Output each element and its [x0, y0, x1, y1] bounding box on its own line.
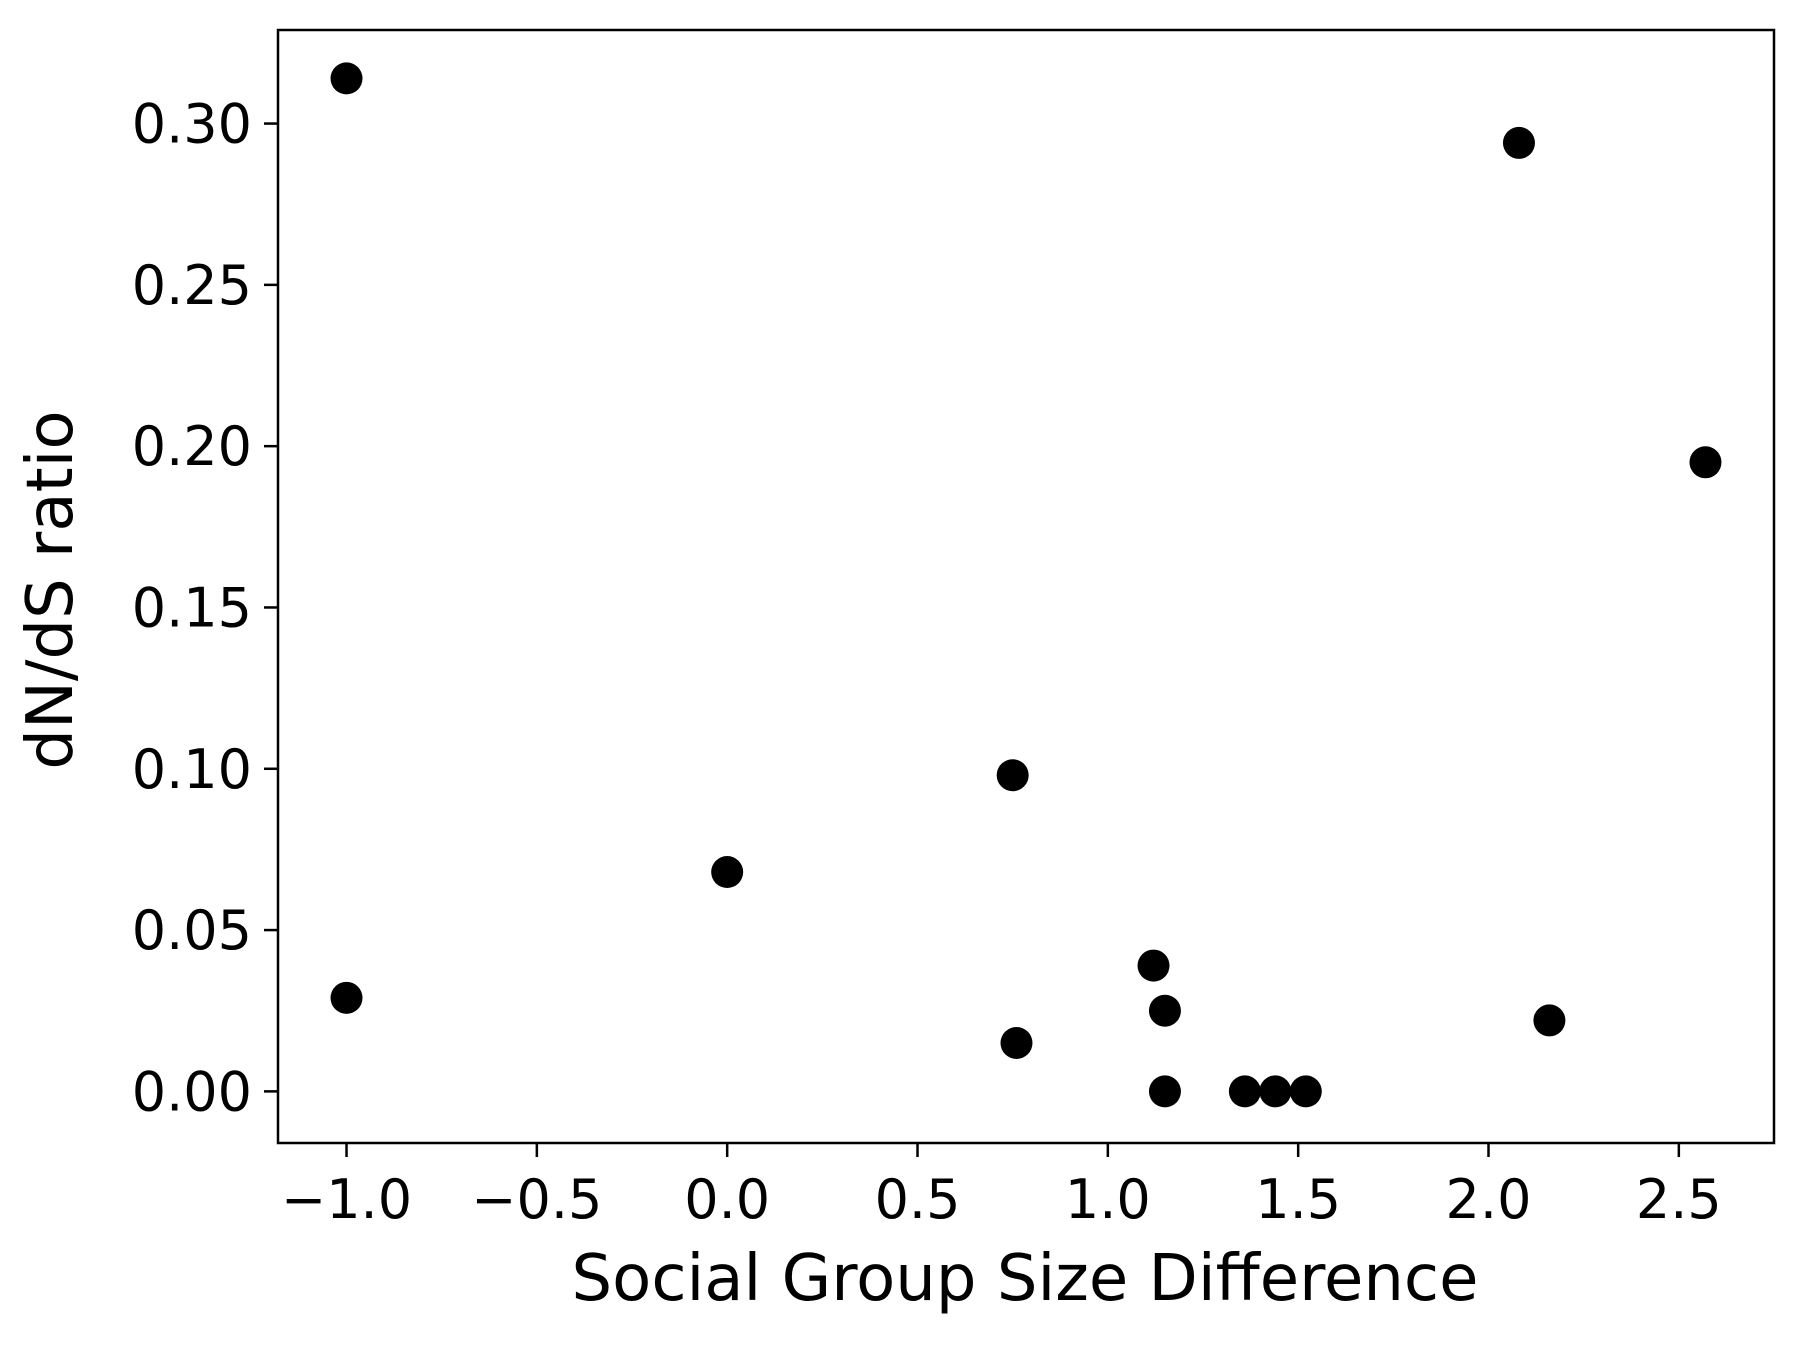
data-point	[330, 62, 363, 95]
x-tick-label: −1.0	[281, 1168, 412, 1231]
y-axis-label: dN/dS ratio	[14, 410, 88, 769]
data-point	[330, 981, 363, 1014]
x-tick-label: −0.5	[471, 1168, 602, 1231]
x-tick-label: 1.5	[1255, 1168, 1341, 1231]
x-axis-label: Social Group Size Difference	[572, 1242, 1479, 1316]
y-tick-label: 0.05	[132, 899, 252, 962]
x-tick-label: 0.5	[875, 1168, 961, 1231]
x-tick-label: 1.0	[1065, 1168, 1151, 1231]
data-point	[996, 759, 1029, 792]
y-tick-label: 0.10	[132, 738, 252, 801]
x-axis-ticks: −1.0 −0.5 0.0 0.5 1.0 1.5 2.0 2.5	[281, 1143, 1722, 1231]
data-point	[1689, 446, 1722, 479]
data-point	[1502, 126, 1535, 159]
data-point	[1259, 1075, 1292, 1108]
data-point	[1533, 1004, 1566, 1037]
plot-frame	[276, 28, 1776, 1145]
x-tick-label: 2.0	[1446, 1168, 1532, 1231]
data-point	[711, 856, 744, 889]
axes-frame	[276, 28, 1776, 1145]
y-tick-label: 0.30	[132, 93, 252, 156]
data-point	[1289, 1075, 1322, 1108]
data-point	[1148, 1075, 1181, 1108]
data-point	[1148, 994, 1181, 1027]
y-tick-label: 0.15	[132, 576, 252, 639]
x-tick-label: 2.5	[1636, 1168, 1722, 1231]
y-tick-label: 0.25	[132, 254, 252, 317]
data-point	[1137, 949, 1170, 982]
y-tick-label: 0.00	[132, 1060, 252, 1123]
y-axis-ticks: 0.00 0.05 0.10 0.15 0.20 0.25 0.30	[132, 93, 278, 1123]
data-point	[1000, 1026, 1033, 1059]
data-point	[1228, 1075, 1261, 1108]
data-points	[330, 62, 1722, 1108]
x-tick-label: 0.0	[684, 1168, 770, 1231]
y-tick-label: 0.20	[132, 415, 252, 478]
